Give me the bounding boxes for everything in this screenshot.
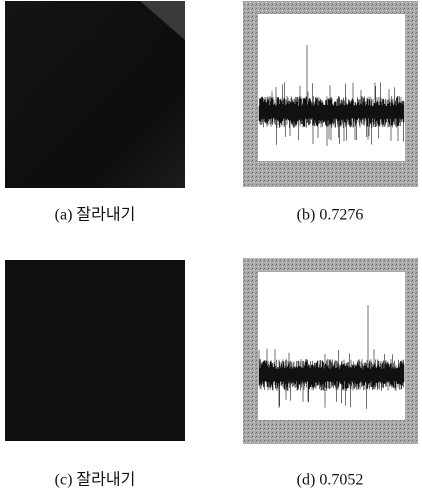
caption: (b) 0.7276	[297, 207, 364, 224]
figure: (a) 잘라내기 (b) 0.7276 (c) 잘라내기 (d) 0.7052	[0, 0, 422, 496]
image-panel	[5, 1, 185, 188]
plot-area	[258, 14, 405, 161]
caption: (c) 잘라내기	[55, 471, 136, 489]
caption: (a) 잘라내기	[55, 206, 136, 224]
page: (a) 잘라내기 (b) 0.7276 (c) 잘라내기 (d) 0.7052 …	[0, 0, 422, 496]
image-panel	[5, 260, 185, 441]
caption: (d) 0.7052	[297, 472, 364, 489]
plot-area	[258, 272, 405, 420]
